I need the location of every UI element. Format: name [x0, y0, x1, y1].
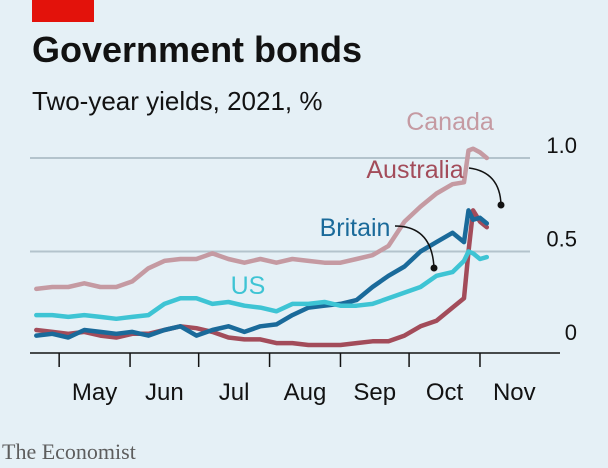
gridlines	[30, 157, 530, 253]
series-lines	[34, 146, 490, 348]
series-line-britain	[34, 208, 490, 340]
x-tick-label: Sep	[353, 379, 396, 406]
x-tick-label: Jun	[145, 379, 184, 406]
y-tick-label: 0.5	[546, 227, 577, 252]
series-line-australia	[34, 208, 490, 348]
x-tick-label: Aug	[284, 379, 327, 406]
x-tick-label: Jul	[219, 379, 250, 406]
australia-leader-dot	[497, 201, 505, 209]
series-line-us	[34, 249, 490, 322]
series-label-britain: Britain	[320, 214, 391, 242]
x-tick-label: Oct	[426, 379, 464, 406]
x-axis	[30, 352, 560, 367]
x-tick-label: May	[72, 379, 117, 406]
x-tick-label: Nov	[493, 379, 536, 406]
red-accent-bar	[32, 0, 94, 22]
y-tick-label: 1.0	[546, 133, 577, 158]
y-tick-labels: 0 0.5 1.0	[546, 133, 577, 345]
series-labels: Canada Australia Britain US	[231, 108, 494, 300]
series-label-australia: Australia	[366, 156, 463, 184]
britain-leader-dot	[430, 264, 438, 272]
annotations	[394, 167, 505, 272]
chart-title: Government bonds	[32, 29, 362, 70]
y-tick-label: 0	[565, 320, 577, 345]
x-tick-labels: May Jun Jul Aug Sep Oct Nov	[72, 379, 536, 406]
series-label-canada: Canada	[406, 108, 494, 136]
chart-subtitle: Two-year yields, 2021, %	[32, 86, 322, 116]
source-credit: The Economist	[2, 439, 136, 464]
series-label-us: US	[231, 272, 266, 300]
britain-leader-line	[394, 225, 435, 269]
australia-leader-line	[468, 167, 502, 206]
series-line-canada	[34, 146, 490, 292]
